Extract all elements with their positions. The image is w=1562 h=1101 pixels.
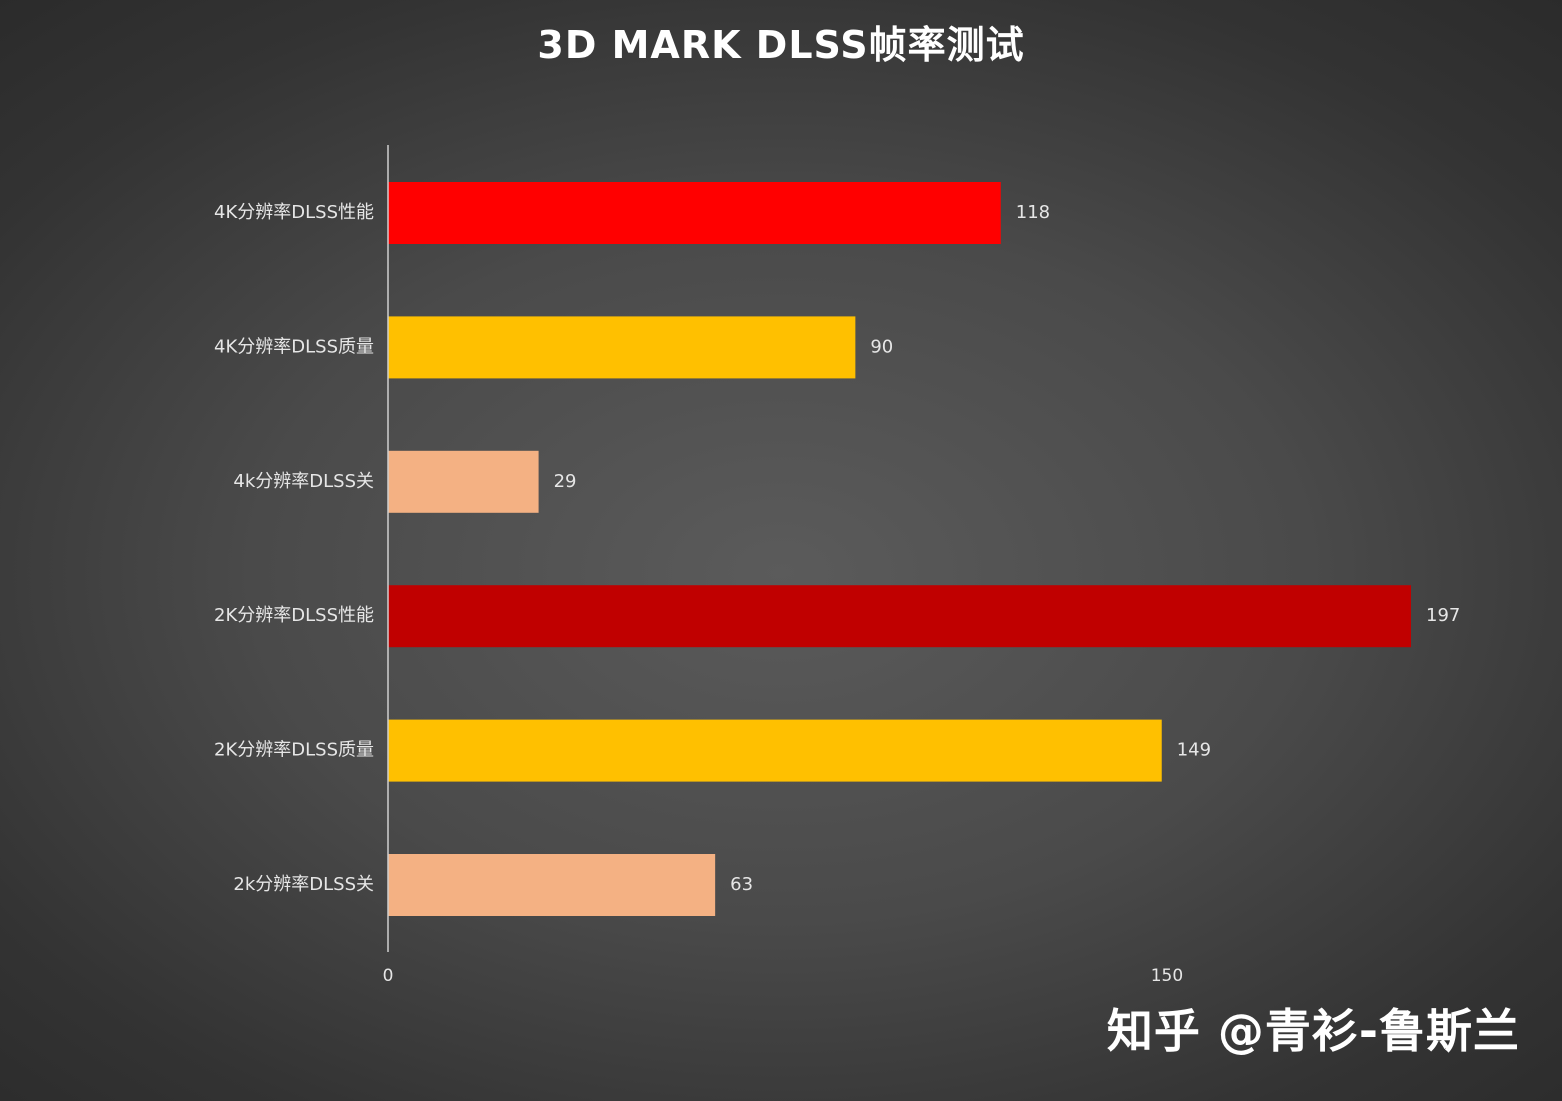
category-label-5: 2k分辨率DLSS关 [233,874,374,895]
value-label-2: 29 [554,471,577,492]
bars-layer [388,182,1411,916]
labels-layer: 4K分辨率DLSS性能 118 4K分辨率DLSS质量 90 4k分辨率DLSS关 29 2… [214,202,1460,895]
bar-5 [388,854,716,916]
x-tick-label-0: 0 [383,966,394,986]
bar-4 [388,719,1162,782]
bar-3 [388,585,1411,648]
category-label-1: 4K分辨率DLSS质量 [214,336,374,357]
value-label-3: 197 [1426,605,1460,626]
value-label-1: 90 [870,336,893,357]
value-label-4: 149 [1177,740,1211,761]
bar-1 [388,316,856,379]
bar-2 [388,450,539,513]
value-label-0: 118 [1016,202,1050,223]
category-label-4: 2K分辨率DLSS质量 [214,740,374,761]
category-label-3: 2K分辨率DLSS性能 [214,605,374,626]
bar-0 [388,182,1001,244]
watermark-text: 知乎 @青衫-鲁斯兰 [1106,1004,1520,1058]
category-label-2: 4k分辨率DLSS关 [233,471,374,492]
category-label-0: 4K分辨率DLSS性能 [214,202,374,223]
x-tick-label-1: 150 [1151,966,1183,986]
value-label-5: 63 [730,874,753,895]
x-axis-ticks: 0 150 [383,966,1184,986]
chart-title: 3D MARK DLSS帧率测试 [537,23,1025,67]
